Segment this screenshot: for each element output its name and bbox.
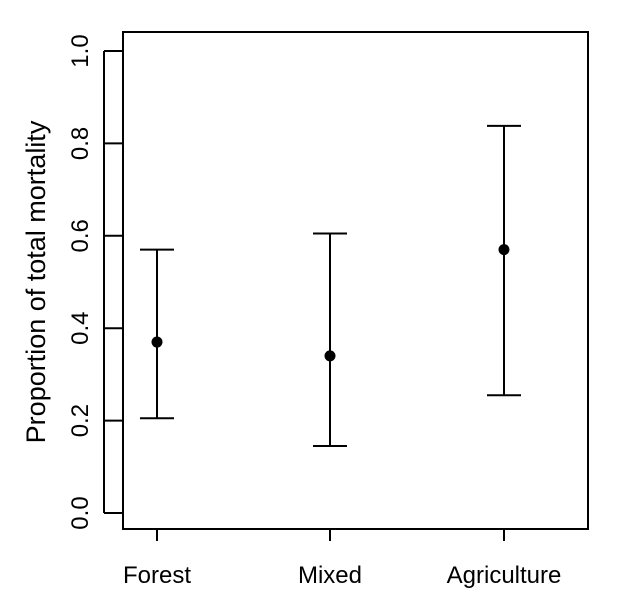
y-axis-title: Proportion of total mortality [21,120,51,443]
plot-frame [122,31,589,530]
y-tick-label: 0.8 [67,127,94,160]
x-tick-label: Forest [123,562,191,589]
y-tick-label: 0.2 [67,404,94,437]
y-tick-label: 1.0 [67,34,94,67]
x-axis: Forest Mixed Agriculture [123,529,561,589]
y-tick-label: 0.0 [67,496,94,529]
data-marks [140,124,521,448]
y-tick-label: 0.4 [67,312,94,345]
x-tick-label: Agriculture [447,562,562,589]
data-point [498,244,510,256]
data-point [151,336,163,348]
y-tick-label: 0.6 [67,219,94,252]
data-point [324,350,336,362]
y-axis: 0.0 0.2 0.4 0.6 0.8 1.0 [67,34,123,530]
x-tick-label: Mixed [298,562,362,589]
